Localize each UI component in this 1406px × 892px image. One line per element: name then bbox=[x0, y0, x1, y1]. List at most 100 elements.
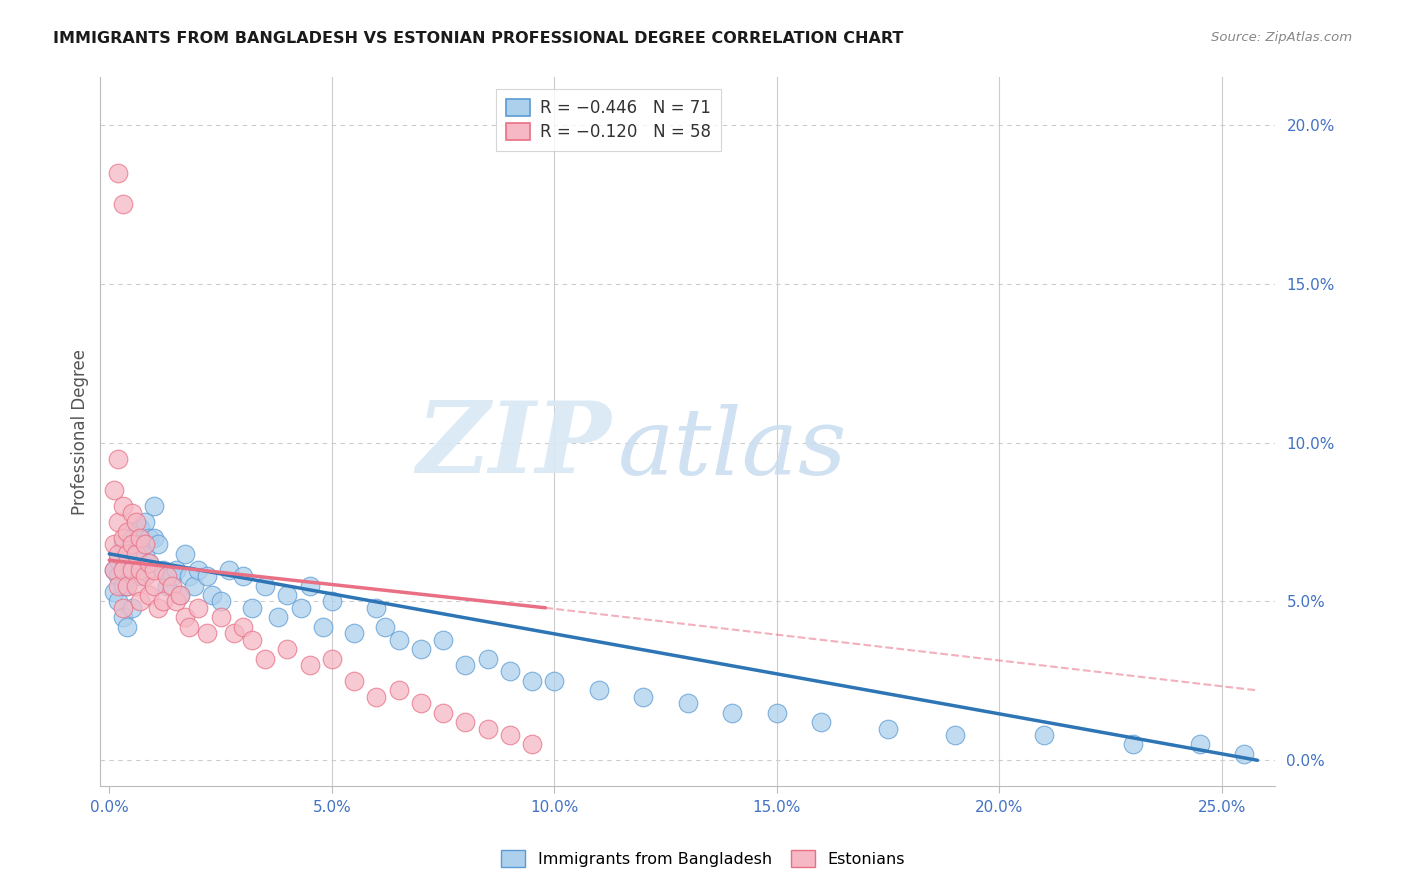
Point bbox=[103, 537, 125, 551]
Point bbox=[454, 657, 477, 672]
Point bbox=[312, 620, 335, 634]
Point bbox=[103, 585, 125, 599]
Point bbox=[943, 728, 966, 742]
Point bbox=[107, 166, 129, 180]
Point bbox=[477, 651, 499, 665]
Point bbox=[111, 610, 134, 624]
Point bbox=[111, 578, 134, 592]
Point bbox=[148, 537, 170, 551]
Point bbox=[187, 600, 209, 615]
Point bbox=[142, 578, 165, 592]
Point bbox=[276, 642, 298, 657]
Point bbox=[721, 706, 744, 720]
Point bbox=[633, 690, 655, 704]
Point bbox=[387, 632, 409, 647]
Point bbox=[156, 578, 179, 592]
Point bbox=[232, 569, 254, 583]
Text: ZIP: ZIP bbox=[416, 398, 612, 494]
Point bbox=[152, 594, 174, 608]
Point bbox=[129, 594, 152, 608]
Point bbox=[240, 632, 263, 647]
Point bbox=[877, 722, 900, 736]
Point bbox=[298, 578, 321, 592]
Point bbox=[148, 600, 170, 615]
Point bbox=[432, 632, 454, 647]
Point bbox=[321, 594, 343, 608]
Point bbox=[183, 578, 205, 592]
Point bbox=[129, 531, 152, 545]
Y-axis label: Professional Degree: Professional Degree bbox=[72, 349, 89, 515]
Point bbox=[129, 537, 152, 551]
Point bbox=[374, 620, 396, 634]
Point bbox=[218, 563, 240, 577]
Point bbox=[195, 569, 218, 583]
Point bbox=[187, 563, 209, 577]
Point bbox=[142, 531, 165, 545]
Point bbox=[121, 531, 143, 545]
Point bbox=[129, 563, 152, 577]
Point bbox=[138, 557, 160, 571]
Point bbox=[209, 610, 232, 624]
Point bbox=[111, 537, 134, 551]
Point bbox=[160, 578, 183, 592]
Point bbox=[267, 610, 290, 624]
Point bbox=[103, 563, 125, 577]
Point bbox=[179, 569, 201, 583]
Point bbox=[142, 563, 165, 577]
Point bbox=[125, 547, 148, 561]
Point bbox=[520, 738, 543, 752]
Point bbox=[107, 547, 129, 561]
Point bbox=[253, 578, 276, 592]
Point bbox=[222, 626, 245, 640]
Point bbox=[115, 578, 138, 592]
Point bbox=[115, 524, 138, 539]
Point bbox=[111, 563, 134, 577]
Point bbox=[103, 563, 125, 577]
Point bbox=[343, 626, 366, 640]
Point bbox=[343, 673, 366, 688]
Point bbox=[366, 600, 388, 615]
Point bbox=[209, 594, 232, 608]
Text: IMMIGRANTS FROM BANGLADESH VS ESTONIAN PROFESSIONAL DEGREE CORRELATION CHART: IMMIGRANTS FROM BANGLADESH VS ESTONIAN P… bbox=[53, 31, 904, 46]
Point bbox=[115, 578, 138, 592]
Point bbox=[107, 451, 129, 466]
Point bbox=[543, 673, 565, 688]
Point bbox=[387, 683, 409, 698]
Point bbox=[766, 706, 789, 720]
Point bbox=[121, 506, 143, 520]
Point bbox=[111, 600, 134, 615]
Point bbox=[134, 547, 156, 561]
Point bbox=[115, 547, 138, 561]
Point bbox=[121, 600, 143, 615]
Point bbox=[134, 537, 156, 551]
Point bbox=[240, 600, 263, 615]
Point bbox=[121, 563, 143, 577]
Point bbox=[115, 547, 138, 561]
Point bbox=[454, 715, 477, 730]
Point bbox=[499, 728, 522, 742]
Point bbox=[409, 642, 432, 657]
Point bbox=[111, 531, 134, 545]
Point bbox=[1122, 738, 1144, 752]
Point bbox=[169, 588, 191, 602]
Point bbox=[138, 557, 160, 571]
Point bbox=[156, 569, 179, 583]
Legend: R = −0.446   N = 71, R = −0.120   N = 58: R = −0.446 N = 71, R = −0.120 N = 58 bbox=[496, 89, 721, 152]
Point bbox=[125, 578, 148, 592]
Point bbox=[129, 569, 152, 583]
Point bbox=[107, 594, 129, 608]
Point bbox=[165, 594, 187, 608]
Point bbox=[676, 696, 699, 710]
Point bbox=[810, 715, 832, 730]
Point bbox=[298, 657, 321, 672]
Point bbox=[107, 515, 129, 529]
Point bbox=[1188, 738, 1211, 752]
Text: Source: ZipAtlas.com: Source: ZipAtlas.com bbox=[1212, 31, 1353, 45]
Point bbox=[195, 626, 218, 640]
Text: atlas: atlas bbox=[617, 404, 846, 494]
Point bbox=[129, 521, 152, 535]
Point bbox=[588, 683, 610, 698]
Point bbox=[125, 547, 148, 561]
Point bbox=[232, 620, 254, 634]
Point bbox=[276, 588, 298, 602]
